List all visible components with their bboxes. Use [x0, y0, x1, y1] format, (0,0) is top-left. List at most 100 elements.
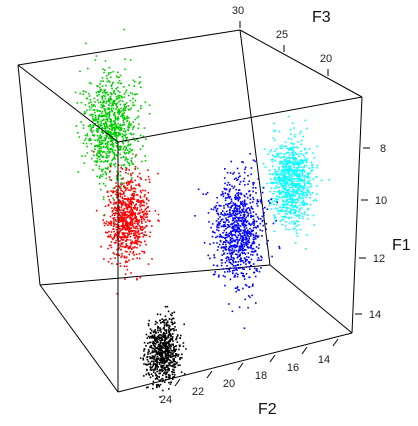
- data-point: [285, 145, 287, 147]
- data-point: [110, 244, 112, 247]
- data-point: [100, 188, 102, 191]
- data-point: [148, 341, 151, 344]
- data-point: [251, 230, 254, 232]
- data-point: [171, 361, 174, 364]
- data-point: [157, 172, 159, 175]
- data-point: [226, 252, 229, 255]
- data-point: [288, 176, 291, 178]
- data-point: [224, 225, 226, 227]
- data-point: [260, 200, 262, 203]
- data-point: [253, 222, 255, 225]
- data-point: [298, 164, 300, 167]
- data-point: [244, 195, 246, 198]
- data-point: [134, 231, 137, 234]
- data-point: [292, 161, 294, 163]
- data-point: [173, 363, 175, 365]
- data-point: [102, 156, 105, 158]
- data-point: [146, 224, 148, 227]
- data-point: [242, 249, 245, 252]
- data-point: [260, 255, 262, 258]
- data-point: [98, 155, 100, 158]
- data-point: [125, 105, 128, 108]
- data-point: [168, 368, 170, 370]
- data-point: [112, 104, 114, 106]
- data-point: [233, 234, 236, 236]
- data-point: [117, 116, 119, 118]
- data-point: [311, 166, 313, 169]
- data-point: [292, 228, 295, 230]
- data-point: [120, 82, 122, 85]
- data-point: [116, 189, 118, 191]
- data-point: [115, 126, 118, 128]
- data-point: [160, 337, 162, 339]
- data-point: [128, 225, 130, 228]
- data-point: [142, 358, 145, 361]
- data-point: [107, 108, 110, 111]
- data-point: [123, 209, 125, 212]
- data-point: [126, 117, 129, 119]
- data-point: [238, 183, 241, 185]
- data-point: [252, 247, 255, 250]
- data-point: [276, 183, 279, 185]
- data-point: [130, 204, 133, 206]
- data-point: [252, 241, 254, 243]
- data-point: [224, 236, 227, 239]
- data-point: [123, 187, 125, 189]
- data-point: [288, 154, 291, 156]
- data-point: [244, 218, 247, 221]
- data-point: [254, 226, 257, 229]
- data-point: [291, 180, 293, 183]
- data-point: [218, 204, 220, 207]
- data-point: [128, 231, 131, 234]
- box-edge-back-bottom-left: [39, 264, 271, 286]
- data-point: [115, 193, 117, 196]
- data-point: [299, 209, 301, 211]
- data-point: [173, 348, 175, 350]
- data-point: [145, 225, 147, 228]
- data-point: [304, 202, 306, 205]
- data-point: [224, 241, 227, 244]
- data-point: [272, 193, 275, 195]
- data-point: [308, 190, 310, 193]
- data-point: [222, 268, 224, 270]
- data-point: [296, 170, 299, 172]
- data-point: [157, 325, 159, 328]
- data-point: [294, 222, 297, 224]
- data-point: [108, 107, 110, 109]
- data-point: [129, 251, 131, 253]
- data-point: [284, 141, 287, 144]
- data-point: [104, 167, 107, 169]
- data-point: [243, 268, 245, 270]
- data-point: [105, 220, 108, 223]
- data-point: [100, 106, 103, 109]
- data-point: [238, 217, 240, 219]
- data-point: [276, 201, 278, 204]
- data-point: [106, 156, 109, 159]
- data-point: [112, 187, 115, 190]
- data-point: [138, 172, 141, 175]
- data-point: [261, 186, 264, 188]
- data-point: [245, 193, 248, 195]
- data-point: [119, 147, 122, 150]
- data-point: [104, 89, 106, 91]
- data-point: [144, 189, 147, 192]
- data-point: [162, 360, 164, 362]
- data-point: [123, 182, 125, 184]
- data-point: [271, 181, 273, 183]
- data-point: [238, 227, 241, 229]
- data-point: [134, 220, 136, 223]
- data-point: [119, 127, 122, 129]
- data-point: [291, 175, 294, 178]
- data-point: [225, 228, 227, 230]
- data-point: [290, 193, 293, 196]
- data-point: [236, 236, 239, 239]
- data-point: [170, 319, 173, 321]
- cluster-4: [139, 305, 187, 398]
- data-point: [110, 222, 112, 225]
- data-point: [151, 337, 153, 339]
- data-point: [249, 210, 251, 212]
- data-point: [233, 245, 236, 247]
- data-point: [216, 223, 219, 226]
- data-point: [84, 104, 87, 106]
- data-point: [237, 176, 240, 179]
